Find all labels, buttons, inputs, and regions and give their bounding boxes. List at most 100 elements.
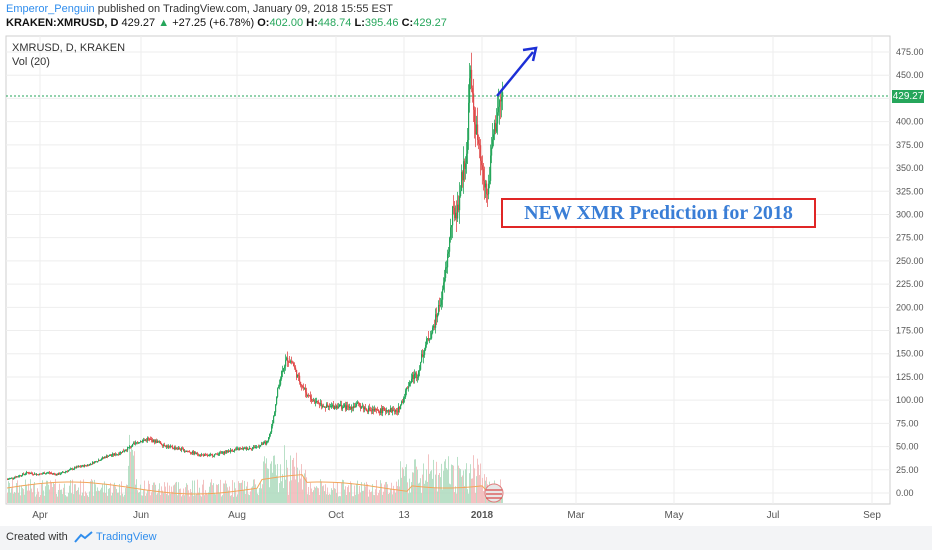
volume-bar: [354, 485, 355, 503]
volume-bar: [33, 484, 34, 503]
y-tick-label: 75.00: [896, 418, 919, 428]
candle-body: [327, 404, 329, 408]
candle-body: [181, 448, 183, 451]
candle-body: [139, 442, 141, 444]
volume-bar: [147, 490, 148, 503]
volume-bar: [154, 482, 155, 503]
candle-body: [106, 455, 108, 458]
volume-bar: [239, 483, 240, 503]
candle-body: [306, 392, 308, 396]
candle-body: [237, 448, 239, 450]
candle-body: [307, 394, 309, 396]
volume-bar: [94, 479, 95, 503]
candle-body: [254, 446, 256, 448]
author-link[interactable]: Emperor_Penguin: [6, 3, 95, 15]
volume-bar: [7, 492, 8, 503]
volume-bar: [27, 490, 28, 503]
candle-body: [462, 172, 464, 181]
candle-body: [94, 461, 96, 464]
candle-body: [483, 169, 485, 181]
candle-body: [273, 416, 275, 424]
candle-body: [51, 473, 53, 475]
candle-body: [445, 267, 447, 278]
candle-body: [10, 477, 12, 479]
volume-bar: [242, 480, 243, 503]
candle-body: [215, 453, 217, 455]
candle-body: [36, 474, 38, 476]
volume-bar: [151, 492, 152, 503]
volume-bar: [459, 468, 460, 503]
volume-bar: [36, 494, 37, 503]
flag-stripes: [486, 489, 502, 499]
candle-body: [191, 452, 193, 454]
candle-body: [255, 447, 257, 449]
candle-body: [372, 409, 374, 411]
candle-body: [155, 440, 157, 443]
high-label: H:: [306, 17, 318, 29]
candle-body: [315, 402, 317, 404]
candle-body: [67, 471, 69, 473]
candle-body: [431, 333, 433, 339]
candle-body: [463, 161, 465, 181]
candle-body: [25, 473, 27, 475]
volume-bar: [89, 491, 90, 503]
candle-body: [500, 100, 502, 102]
volume-bar: [120, 495, 121, 503]
volume-bar: [291, 480, 292, 503]
candle-body: [241, 448, 243, 450]
volume-bar: [360, 492, 361, 503]
candle-body: [383, 407, 385, 409]
volume-bar: [366, 481, 367, 503]
volume-bar: [209, 486, 210, 503]
candle-body: [88, 464, 90, 466]
volume-bar: [112, 492, 113, 503]
volume-bar: [92, 480, 93, 503]
candle-body: [209, 454, 211, 456]
volume-bar: [9, 482, 10, 503]
candle-body: [154, 439, 156, 443]
volume-bar: [87, 495, 88, 503]
close-value: 429.27: [413, 17, 447, 29]
volume-bar: [252, 486, 253, 503]
volume-bar: [435, 474, 436, 503]
candle-body: [318, 402, 320, 404]
volume-bar: [32, 492, 33, 503]
volume-bar: [76, 490, 77, 503]
volume-bar: [100, 489, 101, 503]
tradingview-brand-link[interactable]: TradingView: [96, 531, 157, 543]
volume-bar: [277, 463, 278, 503]
volume-bar: [216, 484, 217, 503]
volume-bar: [308, 486, 309, 503]
volume-bar: [238, 481, 239, 503]
candle-body: [96, 461, 98, 463]
candle-body: [390, 408, 392, 412]
candle-body: [59, 473, 61, 475]
candle-body: [9, 478, 11, 480]
volume-bar: [452, 465, 453, 503]
candle-body: [391, 408, 393, 412]
candle-body: [224, 451, 226, 454]
volume-bar: [361, 482, 362, 503]
candle-body: [301, 385, 303, 387]
candle-body: [424, 349, 426, 355]
candle-body: [7, 479, 9, 481]
candle-body: [194, 452, 196, 454]
volume-bar: [418, 483, 419, 503]
candle-body: [333, 405, 335, 409]
candle-body: [357, 402, 359, 404]
volume-bar: [250, 491, 251, 503]
volume-bar: [146, 493, 147, 503]
candle-body: [361, 406, 363, 409]
volume-bar: [91, 479, 92, 503]
volume-bar: [456, 493, 457, 503]
candle-body: [81, 466, 83, 468]
volume-bar: [288, 494, 289, 503]
volume-bar: [394, 490, 395, 503]
price-chart[interactable]: 475.00450.00425.00400.00375.00350.00325.…: [0, 34, 932, 524]
volume-bar: [433, 459, 434, 503]
volume-bar: [260, 482, 261, 503]
candle-body: [331, 405, 333, 407]
candle-body: [32, 473, 34, 475]
candle-body: [448, 251, 450, 254]
candle-body: [102, 457, 104, 460]
